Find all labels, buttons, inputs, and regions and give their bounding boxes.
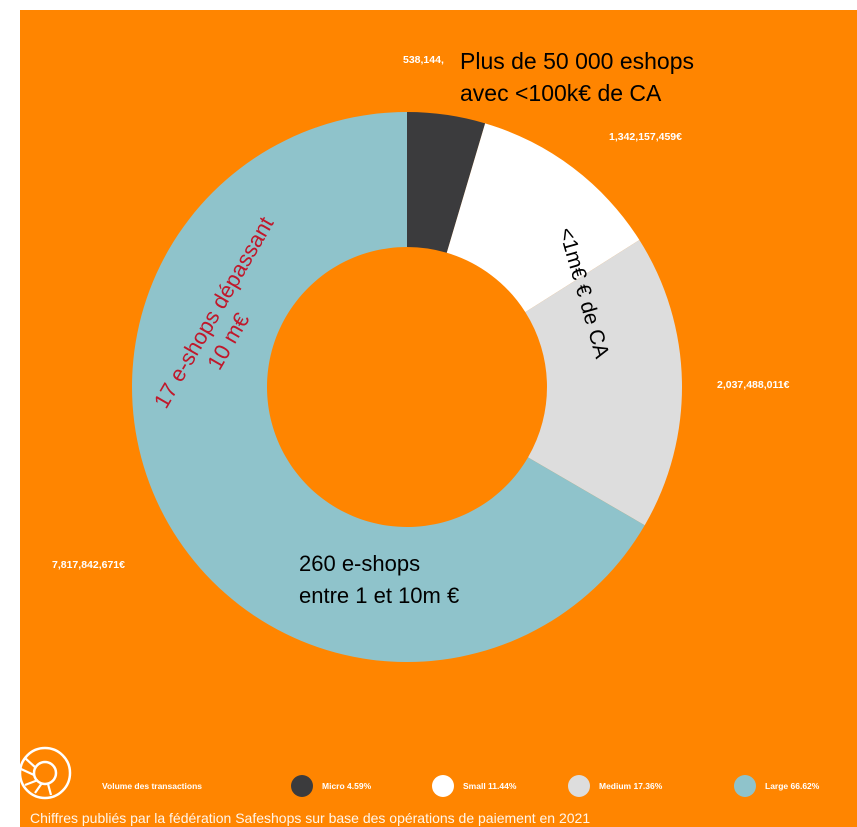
legend-title: Volume des transactions — [102, 781, 202, 791]
slice-small — [446, 123, 640, 313]
legend-swatch-large — [734, 775, 756, 797]
legend-swatch-micro — [291, 775, 313, 797]
legend-logo-icon — [18, 746, 72, 800]
slice-large — [132, 112, 645, 663]
slice-medium — [525, 239, 683, 526]
annotation-micro-note: Plus de 50 000 eshops avec <100k€ de CA — [460, 48, 694, 106]
legend-entry-small: Small 11.44% — [463, 781, 517, 791]
value-label-micro: 538,144, — [403, 54, 444, 66]
legend-swatch-medium — [568, 775, 590, 797]
value-label-large: 7,817,842,671€ — [52, 559, 125, 571]
footer-source: Chiffres publiés par la fédération Safes… — [30, 810, 590, 826]
donut-slices — [132, 112, 683, 663]
value-label-small: 1,342,157,459€ — [609, 131, 682, 143]
legend-entry-large: Large 66.62% — [765, 781, 820, 791]
value-labels: 538,144, 1,342,157,459€ 2,037,488,011€ 7,81… — [52, 54, 790, 571]
legend-entry-medium: Medium 17.36% — [599, 781, 663, 791]
annotation-medium-note: 260 e-shops entre 1 et 10m € — [299, 551, 459, 608]
legend: Volume des transactions Micro 4.59% Small… — [18, 746, 820, 800]
value-label-medium: 2,037,488,011€ — [717, 379, 790, 391]
legend-entry-micro: Micro 4.59% — [322, 781, 372, 791]
legend-swatch-small — [432, 775, 454, 797]
slice-micro — [407, 112, 486, 253]
